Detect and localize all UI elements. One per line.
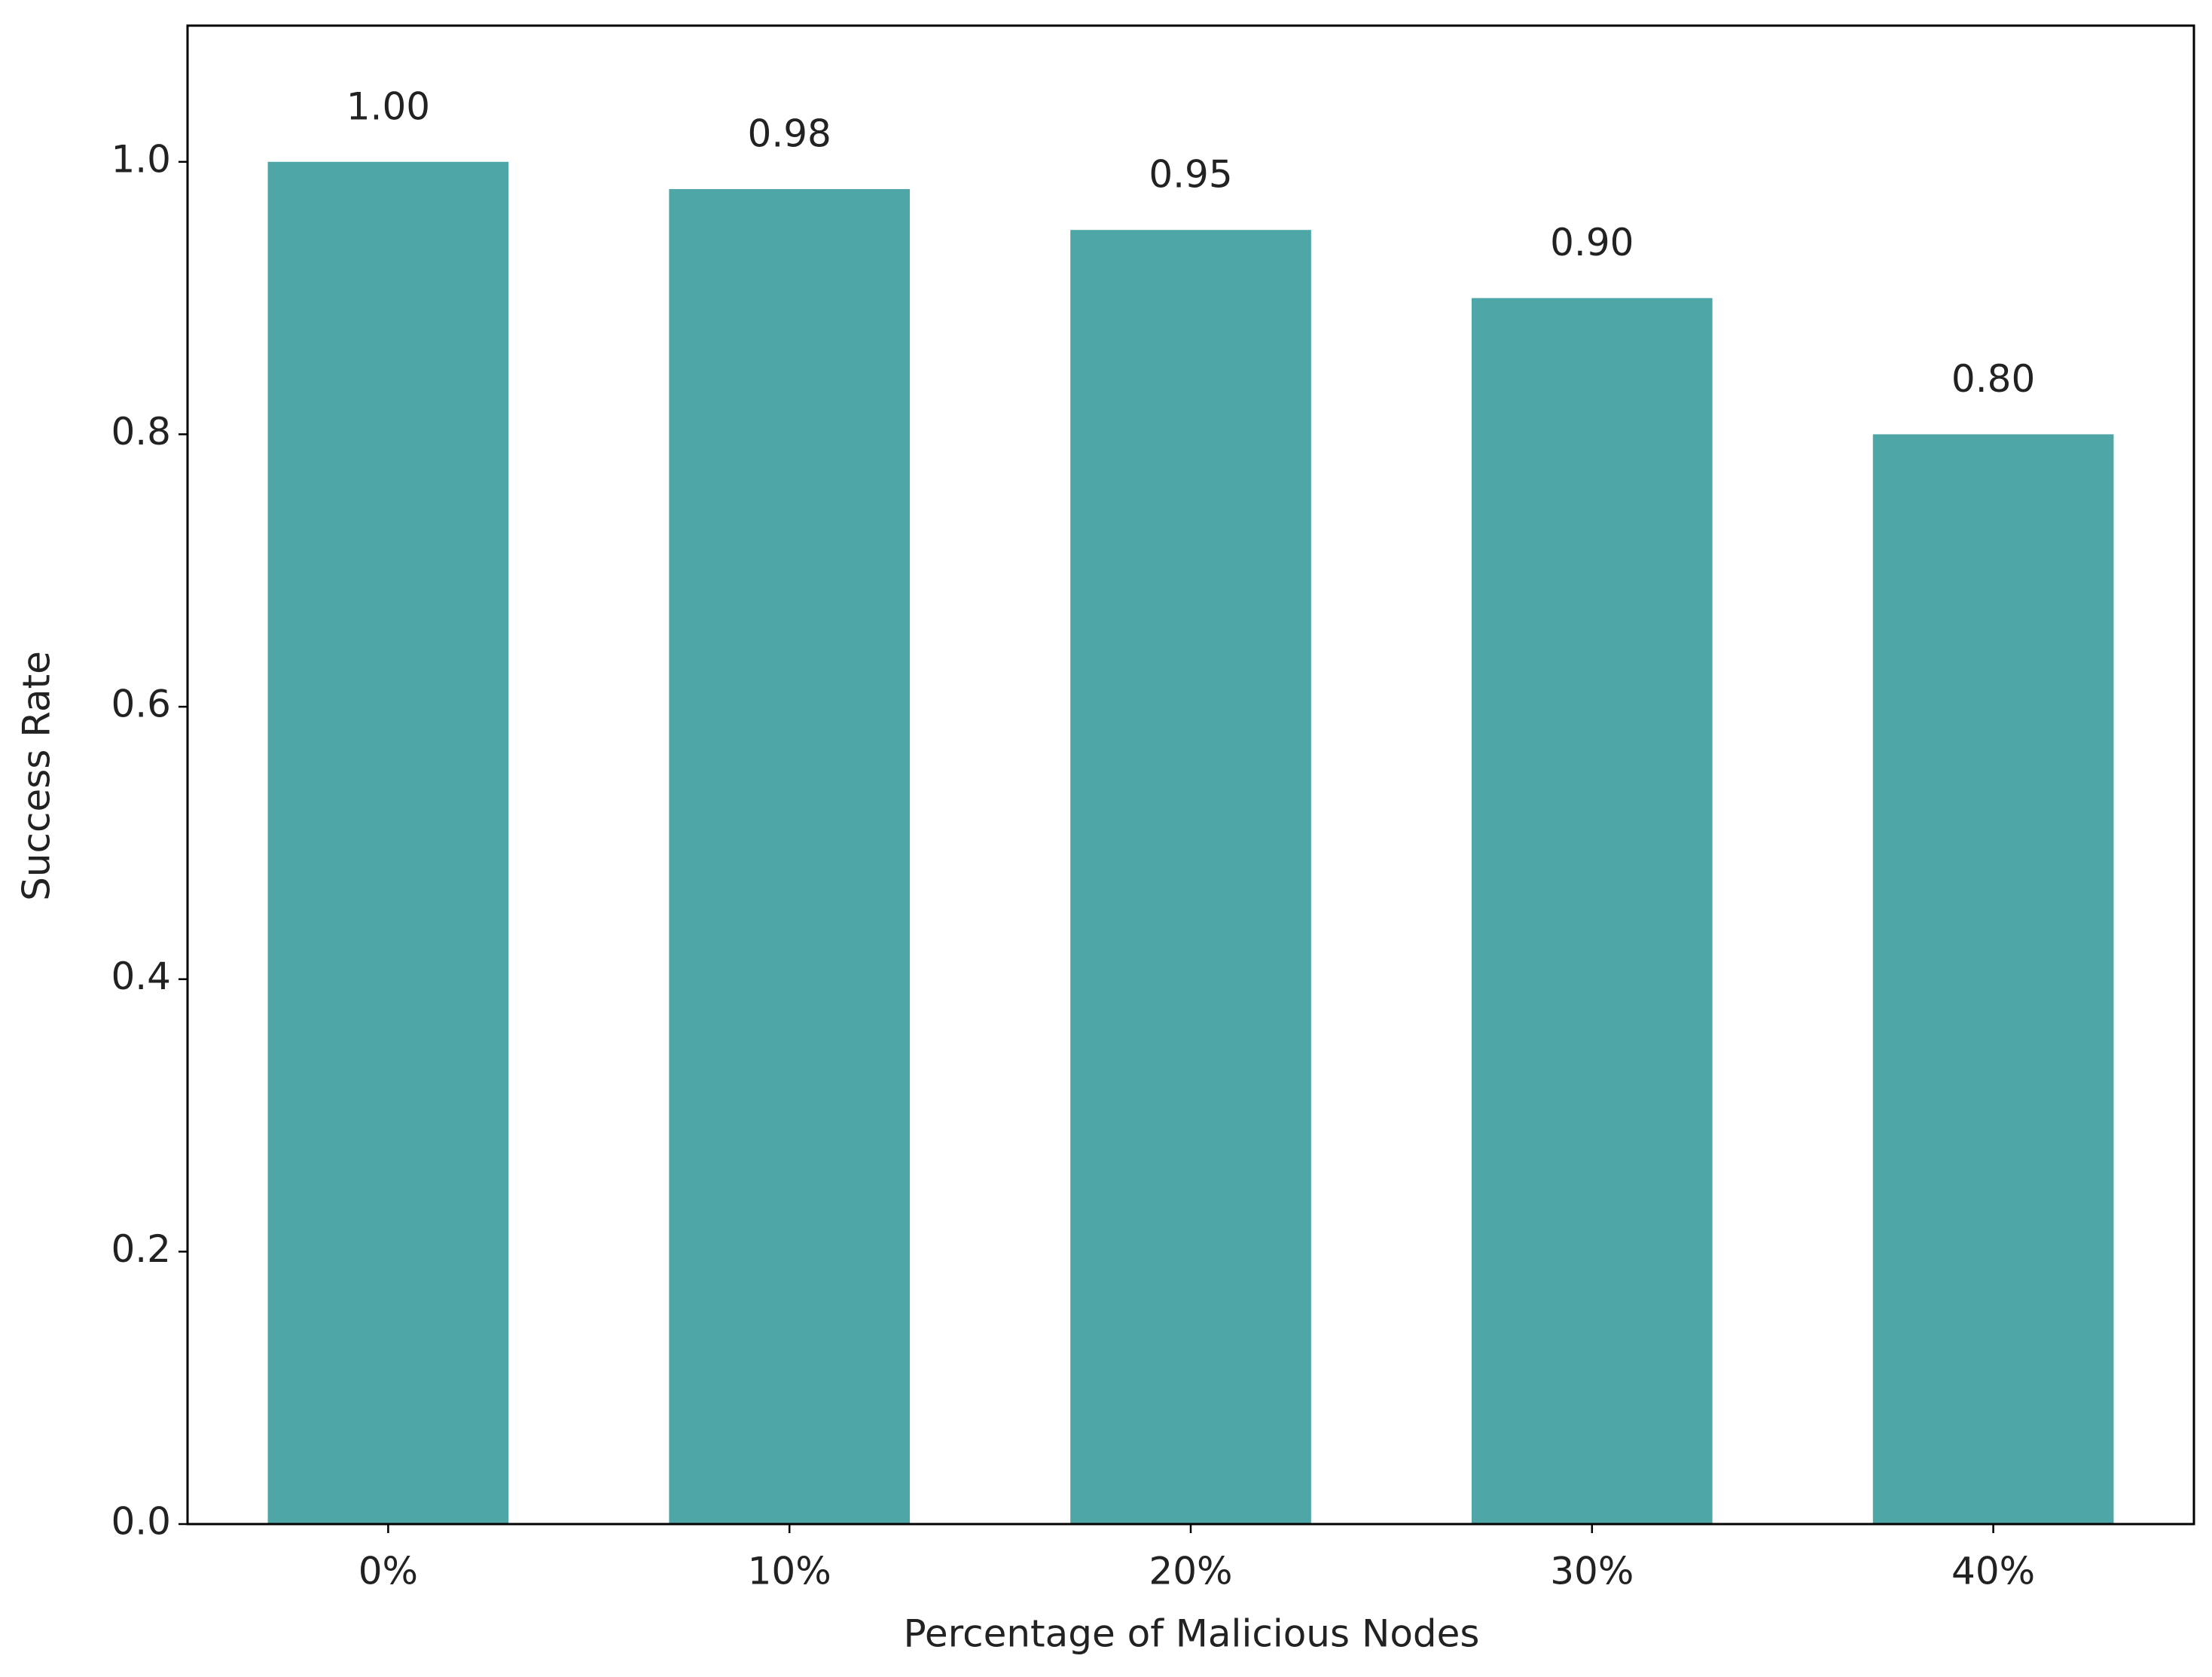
bar — [1872, 434, 2114, 1524]
bar — [1070, 230, 1311, 1524]
value-label: 1.00 — [346, 84, 430, 128]
x-tick-label: 20% — [1149, 1550, 1232, 1593]
y-tick-label: 1.0 — [111, 137, 171, 181]
x-tick-label: 10% — [748, 1550, 831, 1593]
bar — [267, 161, 509, 1525]
value-label: 0.80 — [1951, 357, 2035, 401]
y-tick-label: 0.0 — [111, 1500, 171, 1544]
y-tick-label: 0.8 — [111, 410, 171, 454]
x-tick-label: 0% — [358, 1550, 418, 1593]
y-axis-label: Success Rate — [15, 651, 59, 901]
value-label: 0.98 — [748, 111, 831, 155]
value-label: 0.90 — [1550, 221, 1634, 264]
x-tick-label: 30% — [1550, 1550, 1634, 1593]
plot-frame — [186, 24, 2195, 1526]
y-tick-label: 0.6 — [111, 683, 171, 726]
value-label: 0.95 — [1149, 153, 1232, 197]
bar — [669, 188, 911, 1524]
y-tick-label: 0.4 — [111, 955, 171, 998]
y-tick-label: 0.2 — [111, 1227, 171, 1271]
x-tick-label: 40% — [1951, 1550, 2035, 1593]
bar — [1471, 298, 1713, 1524]
x-axis-label: Percentage of Malicious Nodes — [904, 1612, 1480, 1656]
